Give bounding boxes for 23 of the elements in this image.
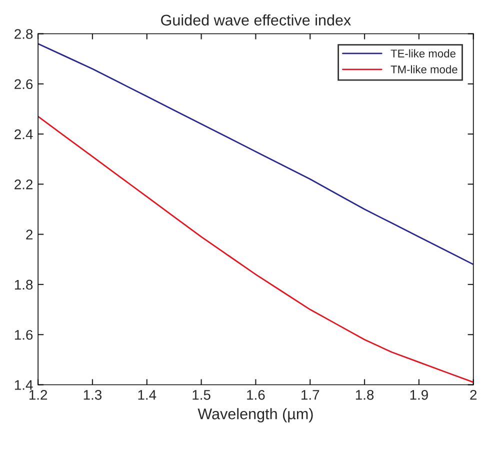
x-tick-label: 1.8 — [356, 390, 374, 400]
y-tick-label: 2.8 — [14, 29, 33, 39]
y-tick-label: 1.4 — [14, 380, 33, 390]
x-tick-label: 1.5 — [192, 390, 210, 400]
x-tick-label: 1.2 — [29, 390, 48, 400]
x-tick-label: 1.9 — [410, 390, 428, 400]
x-tick-label: 2 — [470, 390, 477, 400]
y-tick-label: 2.6 — [14, 79, 33, 90]
legend-label: TE-like mode — [390, 49, 456, 58]
y-tick-label: 1.8 — [14, 280, 33, 290]
x-tick-label: 1.4 — [138, 390, 156, 400]
y-tick-label: 2.2 — [14, 180, 33, 190]
legend-label: TM-like mode — [390, 65, 458, 74]
x-axis-title: Wavelength (µm) — [198, 408, 313, 422]
x-tick-label: 1.7 — [302, 390, 320, 400]
line-series — [38, 43, 474, 266]
x-tick-label: 1.3 — [84, 390, 102, 400]
line-series — [38, 116, 474, 383]
y-tick-label: 1.6 — [14, 330, 33, 340]
x-tick-label: 1.6 — [247, 390, 265, 400]
y-tick-label: 2 — [26, 230, 33, 240]
y-tick-label: 2.4 — [14, 129, 33, 140]
chart-title: Guided wave effective index — [161, 14, 351, 26]
